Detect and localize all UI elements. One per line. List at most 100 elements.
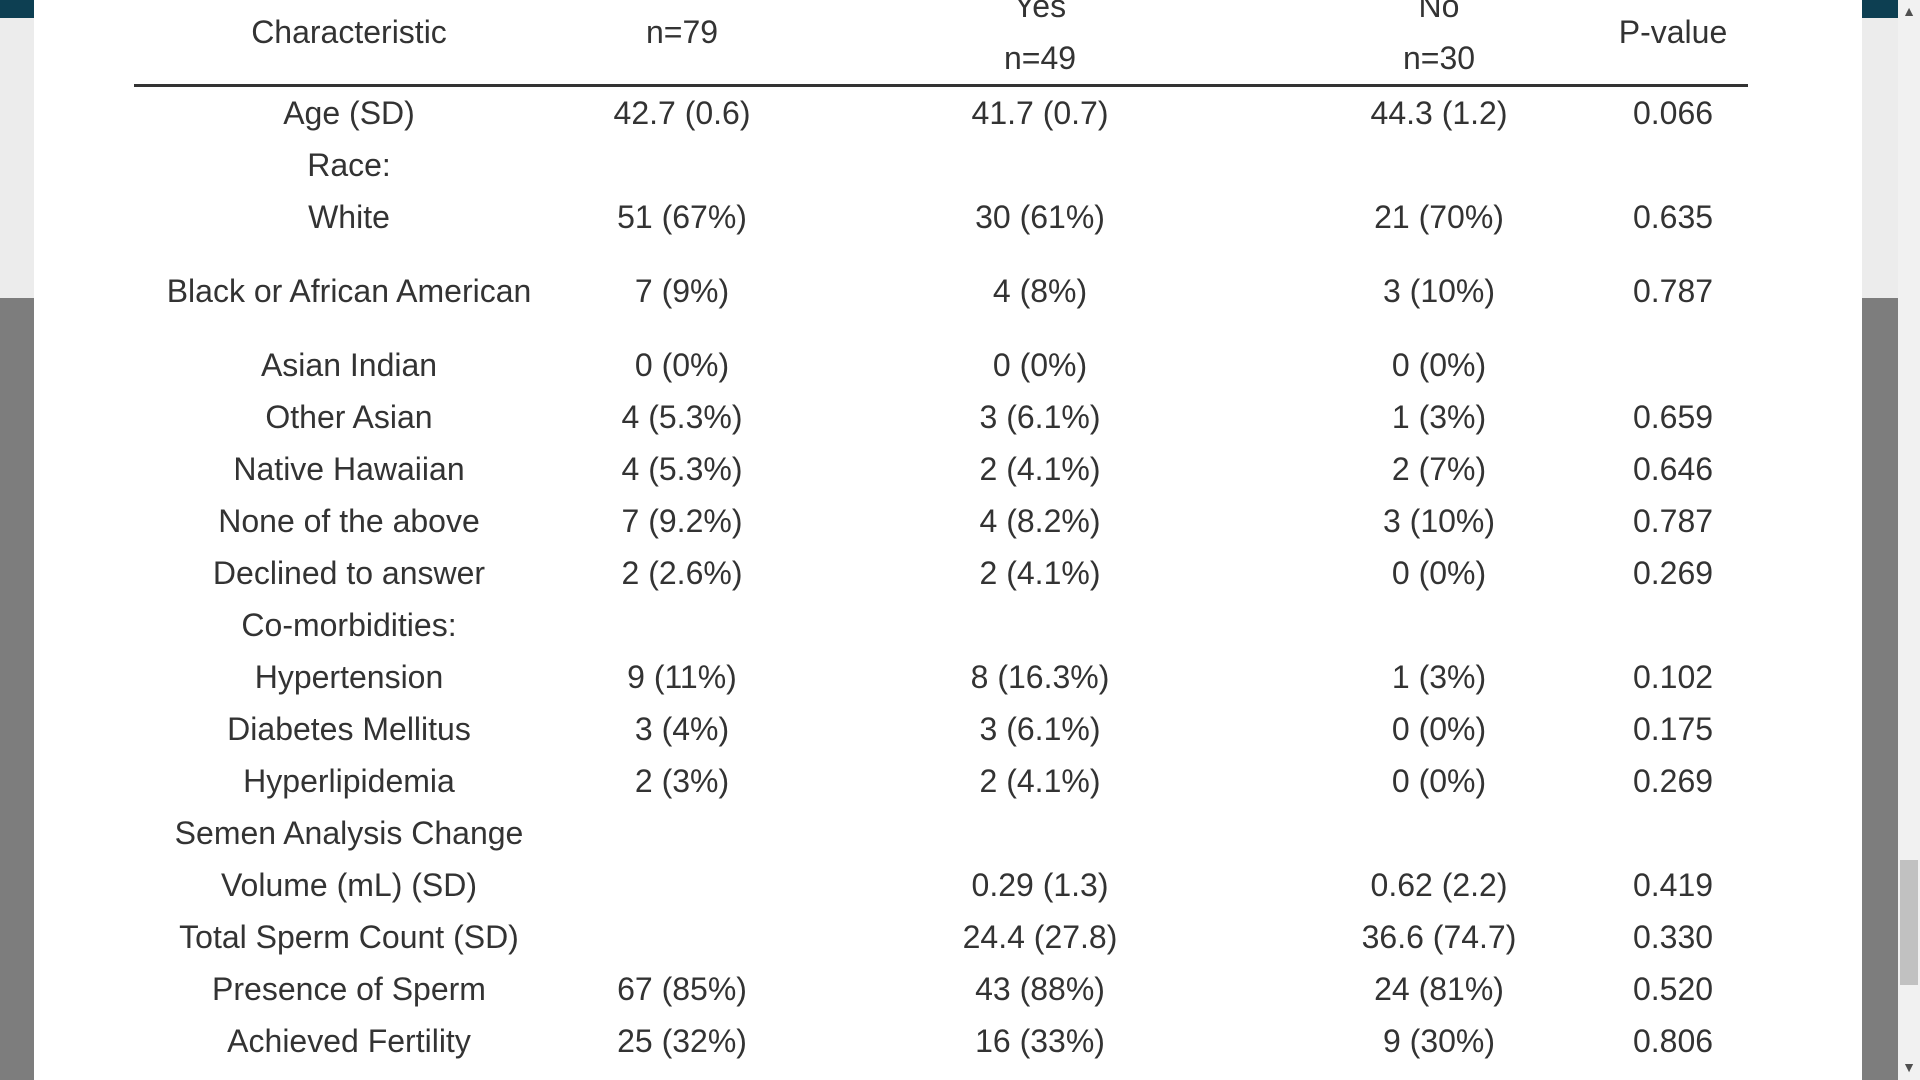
scroll-down-arrow-icon[interactable]: ▼ [1902, 1059, 1916, 1075]
table-row: Declined to answer 2 (2.6%) 2 (4.1%) 0 (… [134, 547, 1748, 599]
cell-p-value: 0.330 [1632, 919, 1714, 955]
cell-total: 67 (85%) [617, 971, 747, 1007]
cell-no: 0.62 (2.2) [1370, 867, 1508, 903]
cell-no: 0 (0%) [1391, 763, 1487, 799]
scrollbar-thumb[interactable] [1900, 860, 1918, 985]
cell-no: 9 (30%) [1382, 1023, 1496, 1059]
row-label: Presence of Sperm [212, 971, 486, 1007]
section-label: Co-morbidities: [241, 607, 457, 643]
cell-total: 3 (4%) [634, 711, 730, 747]
header-line2: n=30 [1402, 40, 1476, 76]
row-label: Black or African American [166, 273, 532, 309]
cell-yes: 4 (8%) [992, 273, 1088, 309]
table-row: Semen Analysis Change [134, 807, 1748, 859]
section-label: Semen Analysis Change [174, 815, 524, 851]
row-label: Other Asian [265, 399, 433, 435]
cell-yes: 8 (16.3%) [970, 659, 1110, 695]
cell-yes: 2 (4.1%) [979, 451, 1101, 487]
cell-p-value [1598, 599, 1748, 651]
cell-p-value: 0.102 [1632, 659, 1714, 695]
table-row: Native Hawaiian 4 (5.3%) 2 (4.1%) 2 (7%)… [134, 443, 1748, 495]
row-label: Hypertension [254, 659, 444, 695]
cell-total: 25 (32%) [617, 1023, 747, 1059]
table-row: Achieved Fertility 25 (32%) 16 (33%) 9 (… [134, 1015, 1748, 1067]
row-label: Volume (mL) (SD) [220, 867, 478, 903]
cell-p-value [1598, 807, 1748, 859]
cell-yes [800, 807, 1280, 859]
cell-p-value: 0.175 [1632, 711, 1714, 747]
accent-bar-left [0, 0, 34, 18]
row-label: Declined to answer [212, 555, 486, 591]
cell-p-value: 0.066 [1632, 95, 1714, 131]
cell-yes: 3 (6.1%) [979, 399, 1101, 435]
accent-bar-right [1862, 0, 1898, 18]
table-row: Other Asian 4 (5.3%) 3 (6.1%) 1 (3%) 0.6… [134, 391, 1748, 443]
table-row: None of the above 7 (9.2%) 4 (8.2%) 3 (1… [134, 495, 1748, 547]
cell-yes [800, 139, 1280, 191]
cell-p-value [1598, 139, 1748, 191]
header-line1: Characteristic [251, 14, 447, 50]
cell-no: 3 (10%) [1382, 503, 1496, 539]
row-label: Native Hawaiian [233, 451, 465, 487]
row-label: Age (SD) [283, 95, 415, 131]
table-row: Hypertension 9 (11%) 8 (16.3%) 1 (3%) 0.… [134, 651, 1748, 703]
cell-yes: 16 (33%) [975, 1023, 1105, 1059]
cell-total [564, 807, 800, 859]
document-viewer[interactable]: Characteristic n=79 Yes n=49 No n=30 P-v [34, 0, 1862, 1080]
section-label: Race: [307, 147, 391, 183]
cell-no: 1 (3%) [1391, 399, 1487, 435]
cell-p-value: 0.635 [1632, 199, 1714, 235]
cell-no: 24 (81%) [1374, 971, 1504, 1007]
row-label: Asian Indian [260, 347, 438, 383]
scroll-up-arrow-icon[interactable]: ▲ [1902, 3, 1916, 19]
row-label: Total Sperm Count (SD) [179, 919, 519, 955]
cell-yes: 3 (6.1%) [979, 711, 1101, 747]
cell-no: 3 (10%) [1382, 273, 1496, 309]
header-line1: n=79 [645, 14, 719, 50]
cell-p-value: 0.520 [1632, 971, 1714, 1007]
cell-total [564, 139, 800, 191]
cell-yes: 24.4 (27.8) [962, 919, 1118, 955]
cell-total: 7 (9%) [634, 273, 730, 309]
vertical-scrollbar[interactable]: ▲ ▼ [1898, 0, 1920, 1080]
header-line1: Yes [1013, 0, 1067, 24]
table-row: Total Sperm Count (SD) 24.4 (27.8) 36.6 … [134, 911, 1748, 963]
cell-p-value [1598, 339, 1748, 391]
cell-total: 42.7 (0.6) [613, 95, 751, 131]
cell-total: 2 (2.6%) [621, 555, 743, 591]
cell-yes: 2 (4.1%) [979, 763, 1101, 799]
cell-no: 0 (0%) [1391, 711, 1487, 747]
cell-total [564, 859, 800, 911]
cell-total: 9 (11%) [627, 659, 737, 695]
table-header-row: Characteristic n=79 Yes n=49 No n=30 P-v [134, 0, 1748, 87]
cell-p-value: 0.659 [1632, 399, 1714, 435]
cell-p-value: 0.419 [1632, 867, 1714, 903]
header-yes: Yes n=49 [800, 0, 1280, 87]
cell-p-value: 0.269 [1632, 763, 1714, 799]
cell-total [564, 599, 800, 651]
cell-p-value: 0.269 [1632, 555, 1714, 591]
table-row: Volume (mL) (SD) 0.29 (1.3) 0.62 (2.2) 0… [134, 859, 1748, 911]
header-p-value: P-value [1598, 0, 1748, 87]
cell-no [1280, 139, 1598, 191]
cell-total: 2 (3%) [634, 763, 730, 799]
cell-yes: 43 (88%) [975, 971, 1105, 1007]
table-row: Diabetes Mellitus 3 (4%) 3 (6.1%) 0 (0%)… [134, 703, 1748, 755]
table-row: Asian Indian 0 (0%) 0 (0%) 0 (0%) [134, 339, 1748, 391]
header-line2: n=49 [1003, 40, 1077, 76]
cell-total: 0 (0%) [634, 347, 730, 383]
row-label: None of the above [218, 503, 480, 539]
cell-total: 4 (5.3%) [621, 399, 743, 435]
table-row: Black or African American 7 (9%) 4 (8%) … [134, 243, 1748, 339]
header-total: n=79 [564, 0, 800, 87]
cell-total: 51 (67%) [617, 199, 747, 235]
cell-no: 44.3 (1.2) [1370, 95, 1508, 131]
header-line1: P-value [1618, 14, 1728, 50]
table-row: Co-morbidities: [134, 599, 1748, 651]
cell-yes: 2 (4.1%) [979, 555, 1101, 591]
row-label: White [308, 199, 390, 235]
cell-no: 2 (7%) [1391, 451, 1487, 487]
row-label: Achieved Fertility [227, 1023, 471, 1059]
cell-yes [800, 599, 1280, 651]
cell-no [1280, 807, 1598, 859]
